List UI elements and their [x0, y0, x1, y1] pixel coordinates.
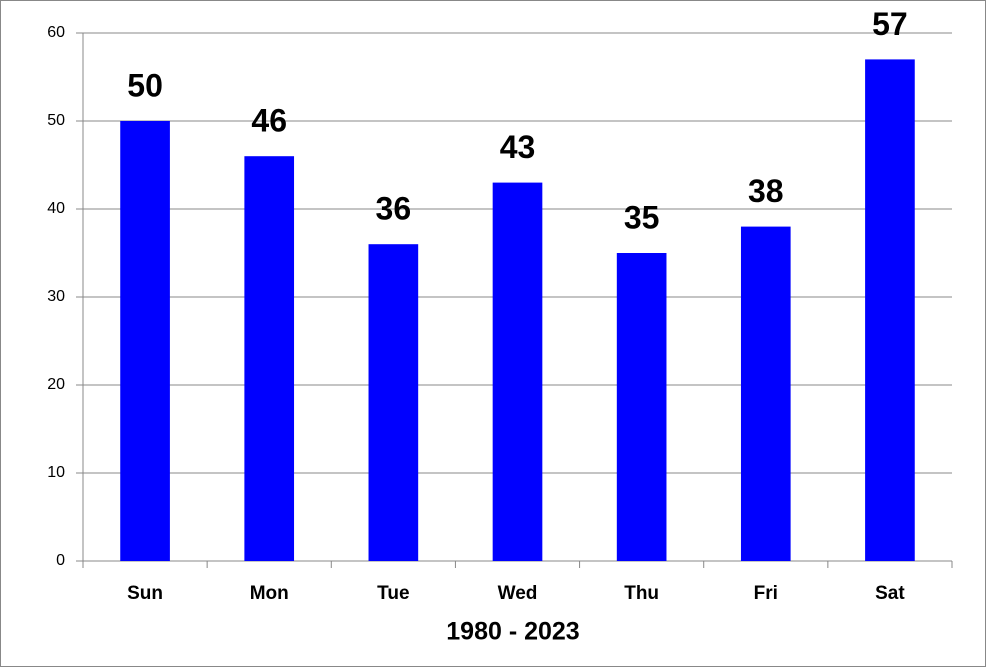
bar — [740, 226, 791, 561]
x-tick-label: Fri — [754, 583, 778, 604]
y-tick-label: 10 — [47, 464, 65, 481]
x-tick-label: Mon — [250, 583, 289, 604]
data-label: 46 — [251, 103, 287, 139]
x-tick-label: Thu — [624, 583, 659, 604]
bar — [368, 244, 419, 561]
y-tick-label: 30 — [47, 288, 65, 305]
x-tick-label: Tue — [377, 583, 409, 604]
bar — [120, 121, 170, 561]
y-tick-label: 50 — [47, 112, 65, 129]
bar — [616, 253, 667, 561]
x-tick-label: Wed — [498, 583, 538, 604]
data-label: 38 — [748, 173, 784, 209]
data-label: 35 — [624, 199, 660, 235]
y-tick-label: 20 — [47, 376, 65, 393]
y-tick-label: 40 — [47, 200, 65, 217]
y-tick-label: 60 — [47, 24, 65, 41]
bar — [865, 59, 915, 562]
data-label: 50 — [127, 67, 163, 103]
data-label: 57 — [872, 6, 908, 42]
data-label: 43 — [500, 129, 536, 165]
x-tick-label: Sat — [875, 583, 905, 604]
y-tick-label: 0 — [56, 552, 65, 569]
x-axis-label: 1980 - 2023 — [446, 618, 579, 646]
x-tick-label: Sun — [127, 583, 163, 604]
bar — [244, 156, 295, 561]
data-label: 36 — [376, 191, 412, 227]
bar — [492, 182, 543, 561]
